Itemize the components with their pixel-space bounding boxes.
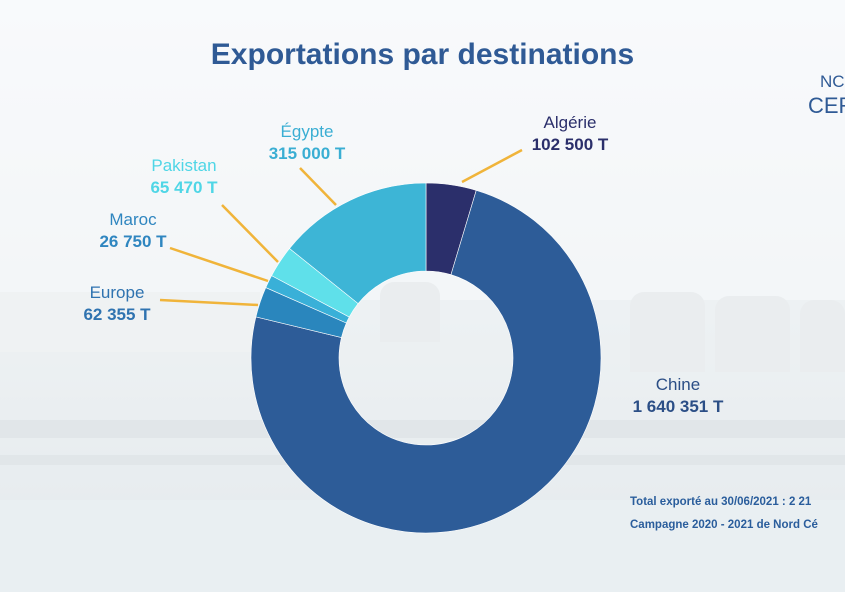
slice-label-pakistan: Pakistan (151, 156, 216, 175)
slice-label-algérie: Algérie (544, 113, 597, 132)
background-silo (715, 296, 790, 372)
leader-line-europe (159, 298, 259, 307)
background-silo (630, 292, 705, 372)
slice-label-égypte: Égypte (281, 122, 334, 141)
background-gantry (0, 420, 845, 438)
slice-label-europe: Europe (90, 283, 145, 302)
slice-chine (250, 189, 602, 534)
leader-line-algérie (461, 148, 523, 184)
slice-value-europe: 62 355 T (83, 305, 151, 324)
chart-title: Exportations par destinations (210, 38, 635, 71)
slice-value-pakistan: 65 470 T (150, 178, 218, 197)
leader-line-pakistan (221, 204, 279, 263)
slice-égypte (289, 182, 427, 304)
logo-line1: NC (820, 72, 845, 91)
slice-label-maroc: Maroc (109, 210, 157, 229)
slice-value-chine: 1 640 351 T (633, 397, 724, 416)
slice-label-chine: Chine (656, 375, 700, 394)
background-silo (380, 282, 440, 342)
slice-value-algérie: 102 500 T (532, 135, 609, 154)
slice-value-égypte: 315 000 T (269, 144, 346, 163)
footer-campaign: Campagne 2020 - 2021 de Nord Cé (630, 519, 818, 531)
leader-line-égypte (299, 167, 337, 206)
background-silo (800, 300, 845, 372)
leader-line-maroc (169, 246, 269, 283)
logo-line2: CER (808, 93, 845, 118)
slice-value-maroc: 26 750 T (99, 232, 167, 251)
footer-total: Total exporté au 30/06/2021 : 2 21 (630, 496, 812, 508)
